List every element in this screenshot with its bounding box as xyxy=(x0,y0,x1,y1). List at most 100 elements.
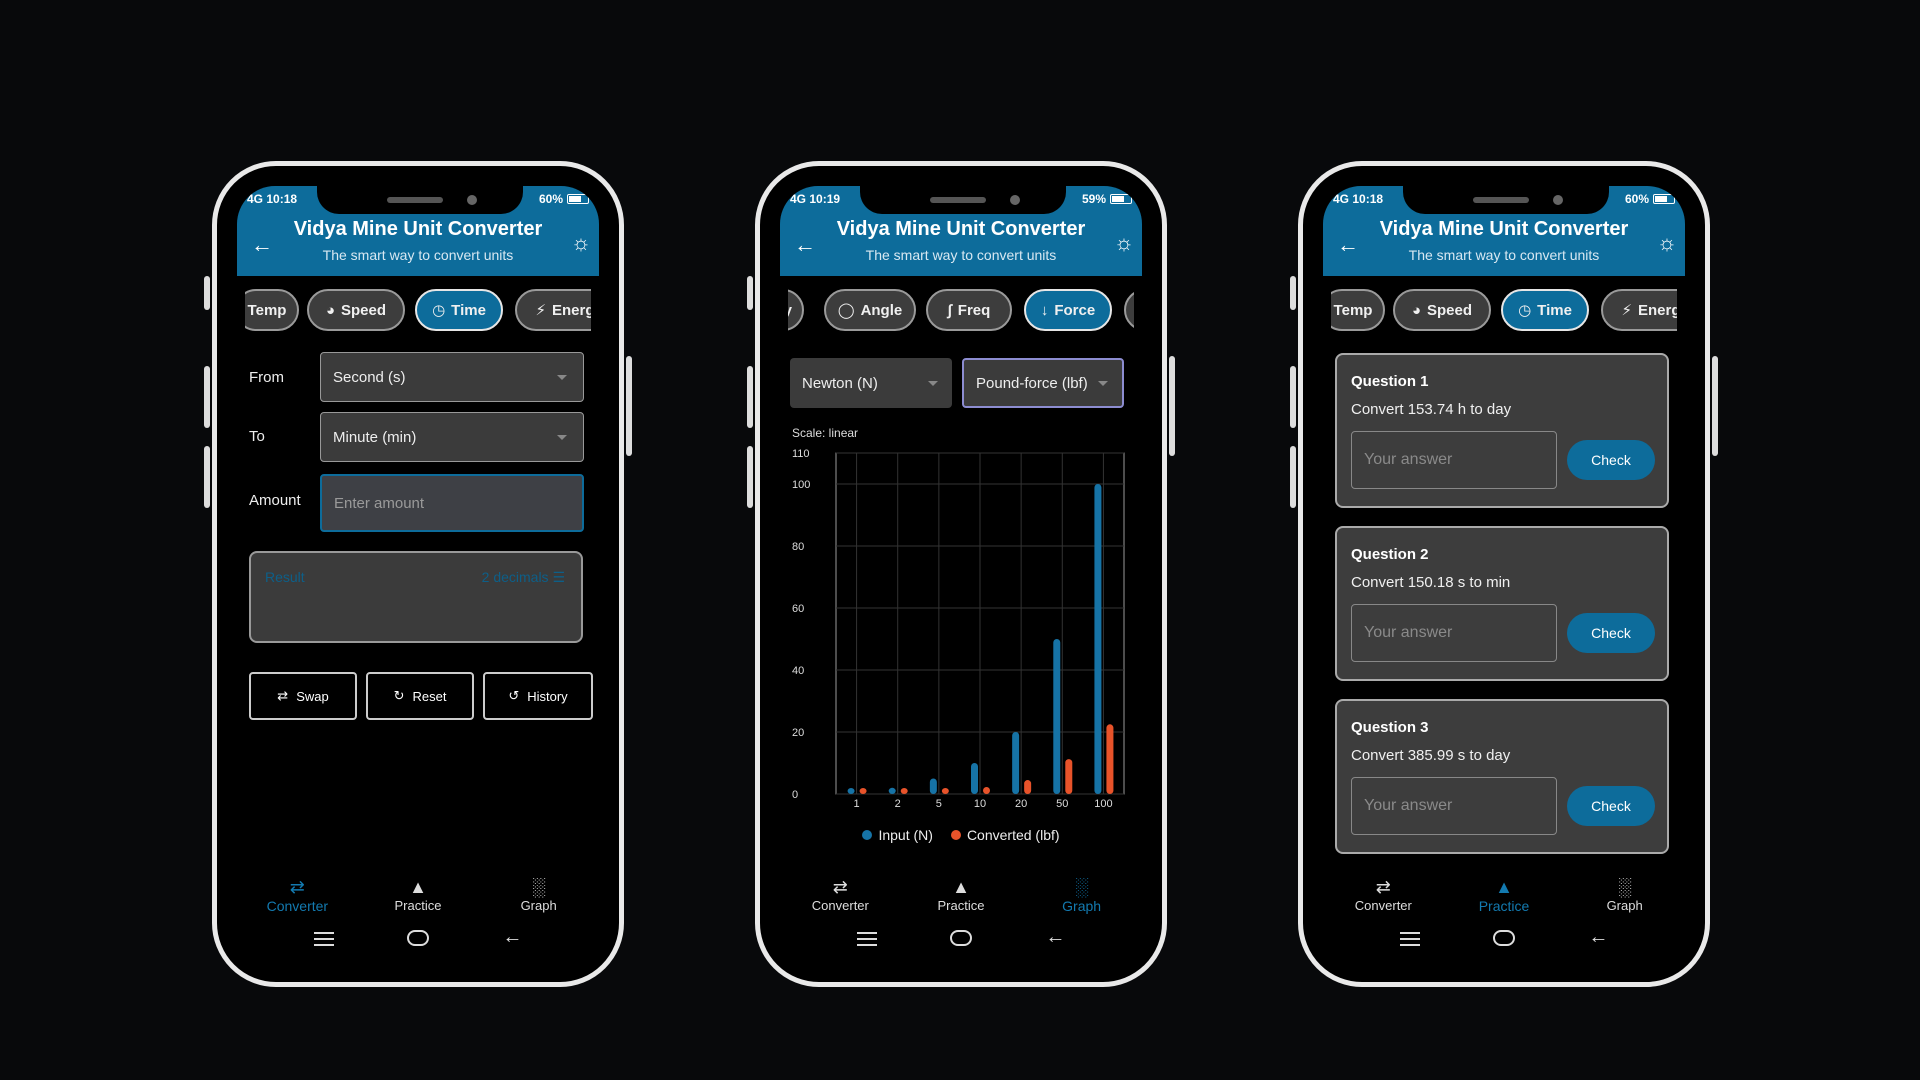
recents-icon[interactable] xyxy=(313,932,334,949)
answer-input[interactable]: Your answer xyxy=(1351,431,1557,489)
dropdown-caret-icon xyxy=(557,375,567,385)
back-arrow-icon[interactable]: ← xyxy=(794,232,816,257)
chip-energy[interactable]: ⚡ Energ xyxy=(1601,289,1677,331)
status-bar: 4G 10:18 60% xyxy=(247,190,589,208)
chart-bar xyxy=(983,787,990,794)
x-tick-label: 100 xyxy=(1094,798,1112,810)
chip-energy[interactable]: ⚡ Energ xyxy=(515,289,591,331)
chip-freq[interactable]: ∫ Freq xyxy=(926,289,1012,331)
school-icon: ▲ xyxy=(409,877,427,897)
back-arrow-icon[interactable]: ← xyxy=(1337,232,1359,257)
app-subtitle: The smart way to convert units xyxy=(1408,247,1600,263)
app-title: Vidya Mine Unit Converter xyxy=(836,218,1086,240)
bottom-nav: ⇄ Converter ▲ Practice ░ Graph xyxy=(780,876,1142,914)
dropdown-caret-icon xyxy=(1098,381,1108,391)
nav-converter[interactable]: ⇄ Converter xyxy=(237,876,357,914)
chart-bar xyxy=(847,788,855,794)
gauge-icon: ◕ xyxy=(1411,301,1422,319)
graph-to-select[interactable]: Pound-force (lbf) xyxy=(962,358,1124,408)
chart-bar xyxy=(1024,780,1032,794)
swap-icon: ⇄ xyxy=(289,877,305,897)
question-card: Question 3 Convert 385.99 s to day Your … xyxy=(1335,699,1669,854)
y-tick-label: 100 xyxy=(792,479,810,491)
theme-toggle-icon[interactable]: ☼ xyxy=(1113,230,1134,255)
swap-button[interactable]: ⇄ Swap xyxy=(249,672,357,720)
system-back-icon[interactable]: ← xyxy=(1045,926,1066,948)
screen: 4G 10:19 59% ← Vidya Mine Unit Converter… xyxy=(780,186,1142,956)
bottom-nav: ⇄ Converter ▲ Practice ░ Graph xyxy=(237,876,599,914)
chart-bar xyxy=(1106,724,1114,794)
app-subtitle: The smart way to convert units xyxy=(865,247,1057,263)
system-nav: ← xyxy=(237,926,599,949)
x-tick-label: 50 xyxy=(1056,798,1068,810)
phone-converter: 4G 10:18 60% ← Vidya Mine Unit Converter… xyxy=(204,161,632,987)
recents-icon[interactable] xyxy=(1399,932,1420,949)
nav-practice[interactable]: ▲ Practice xyxy=(1444,876,1564,914)
amount-input[interactable]: Enter amount xyxy=(320,474,584,532)
chip-partial[interactable]: y xyxy=(788,289,804,331)
chart-legend: Input (N) Converted (lbf) xyxy=(780,827,1142,843)
answer-input[interactable]: Your answer xyxy=(1351,604,1557,662)
circle-icon: ◯ xyxy=(837,302,855,319)
chart-bar xyxy=(1094,484,1102,794)
result-label: Result xyxy=(265,569,305,585)
from-unit-select[interactable]: Second (s) xyxy=(320,352,584,402)
app-subtitle: The smart way to convert units xyxy=(322,247,514,263)
nav-graph[interactable]: ░ Graph xyxy=(1022,876,1142,914)
home-icon[interactable] xyxy=(406,930,429,946)
chart-bar xyxy=(941,788,949,794)
nav-converter[interactable]: ⇄ Converter xyxy=(780,876,900,914)
from-label: From xyxy=(249,369,284,386)
dropdown-caret-icon xyxy=(557,435,567,445)
theme-toggle-icon[interactable]: ☼ xyxy=(570,230,591,255)
question-title: Question 1 xyxy=(1351,373,1429,390)
chip-speed[interactable]: ◕ Speed xyxy=(1393,289,1491,331)
x-tick-label: 2 xyxy=(895,798,901,810)
chip-speed[interactable]: ◕ Speed xyxy=(307,289,405,331)
graph-from-select[interactable]: Newton (N) xyxy=(790,358,952,408)
nav-practice[interactable]: ▲ Practice xyxy=(358,876,478,914)
home-icon[interactable] xyxy=(1492,930,1515,946)
back-arrow-icon[interactable]: ← xyxy=(251,232,273,257)
scale-label: Scale: linear xyxy=(792,426,859,440)
system-back-icon[interactable]: ← xyxy=(1588,926,1609,948)
home-icon[interactable] xyxy=(949,930,972,946)
nav-converter[interactable]: ⇄ Converter xyxy=(1323,876,1443,914)
dropdown-caret-icon xyxy=(928,381,938,391)
bar-chart-icon: ░ xyxy=(1075,877,1089,897)
nav-practice[interactable]: ▲ Practice xyxy=(901,876,1021,914)
chip-time[interactable]: ◷ Time xyxy=(415,289,503,331)
history-button[interactable]: ↺ History xyxy=(483,672,593,720)
chip-angle[interactable]: ◯ Angle xyxy=(824,289,916,331)
chip-time[interactable]: ◷ Time xyxy=(1501,289,1589,331)
gauge-icon: ◕ xyxy=(325,301,336,319)
y-tick-label: 60 xyxy=(792,603,804,615)
chart-bar xyxy=(1012,732,1020,794)
theme-toggle-icon[interactable]: ☼ xyxy=(1656,230,1677,255)
nav-graph[interactable]: ░ Graph xyxy=(1565,876,1685,914)
chip-force[interactable]: ↓ Force xyxy=(1024,289,1112,331)
check-button[interactable]: Check xyxy=(1567,613,1655,653)
x-tick-label: 1 xyxy=(854,798,860,810)
nav-graph[interactable]: ░ Graph xyxy=(479,876,599,914)
y-tick-label: 40 xyxy=(792,665,804,677)
check-button[interactable]: Check xyxy=(1567,440,1655,480)
decimals-selector[interactable]: 2 decimals ☰ xyxy=(481,569,565,585)
answer-input[interactable]: Your answer xyxy=(1351,777,1557,835)
app-bar: 4G 10:18 60% ← Vidya Mine Unit Converter… xyxy=(1323,186,1685,276)
to-unit-select[interactable]: Minute (min) xyxy=(320,412,584,462)
chip-next[interactable] xyxy=(1124,289,1134,331)
screen: 4G 10:18 60% ← Vidya Mine Unit Converter… xyxy=(1323,186,1685,956)
swap-icon: ⇄ xyxy=(1375,877,1391,897)
reset-button[interactable]: ↻ Reset xyxy=(366,672,474,720)
question-prompt: Convert 385.99 s to day xyxy=(1351,747,1511,764)
recents-icon[interactable] xyxy=(856,932,877,949)
check-button[interactable]: Check xyxy=(1567,786,1655,826)
bar-chart-icon: ░ xyxy=(532,877,546,897)
system-back-icon[interactable]: ← xyxy=(502,926,523,948)
x-tick-label: 20 xyxy=(1015,798,1027,810)
pulse-icon: ∫ xyxy=(947,301,952,319)
question-card: Question 1 Convert 153.74 h to day Your … xyxy=(1335,353,1669,508)
chip-temp[interactable]: Temp xyxy=(245,289,299,331)
chip-temp[interactable]: Temp xyxy=(1331,289,1385,331)
